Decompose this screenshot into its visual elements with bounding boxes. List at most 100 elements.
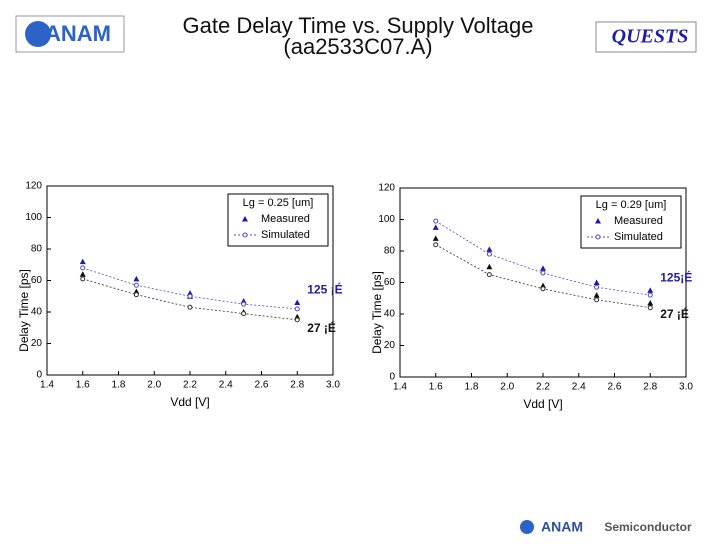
sim-point <box>540 286 546 292</box>
measured-point <box>540 282 546 289</box>
legend-label: Measured <box>261 213 310 225</box>
sim-line <box>435 220 651 296</box>
subtitle: (aa2533C07.A) <box>283 34 432 59</box>
x-tick-label: 2.8 <box>290 380 304 391</box>
sim-point <box>294 306 300 312</box>
brand: QUESTS <box>612 26 689 48</box>
sim-point <box>80 265 86 271</box>
y-tick-label: 40 <box>31 307 43 318</box>
logo-text: ANAM <box>45 21 111 46</box>
y-tick-label: 0 <box>36 370 42 381</box>
y-axis-label: Delay Time [ps] <box>17 269 31 352</box>
x-tick-label: 1.6 <box>76 380 90 391</box>
x-axis-label: Vdd [V] <box>523 397 562 411</box>
annotation: 125¡É <box>660 270 692 285</box>
x-tick-label: 3.0 <box>326 380 340 391</box>
legend-label: Measured <box>614 215 663 227</box>
measured-point <box>593 292 600 298</box>
sim-point <box>187 304 193 310</box>
sim-point <box>241 301 247 307</box>
sim-line <box>435 244 651 309</box>
sim-point <box>133 292 139 298</box>
sim-point <box>133 282 139 288</box>
x-tick-label: 2.2 <box>183 380 197 391</box>
sim-point <box>241 311 247 317</box>
x-axis-label: Vdd [V] <box>170 395 209 409</box>
x-tick-label: 2.0 <box>500 382 514 393</box>
y-tick-label: 120 <box>25 181 42 192</box>
measured-point <box>294 299 301 306</box>
legend-symbol <box>242 232 248 238</box>
x-tick-label: 3.0 <box>679 382 693 393</box>
footer-logo: ANAM <box>541 519 583 535</box>
y-tick-label: 100 <box>378 214 395 225</box>
legend-label: Simulated <box>261 229 310 241</box>
legend-symbol <box>595 234 601 240</box>
legend-title: Lg = 0.29 [um] <box>596 199 667 211</box>
measured-point <box>593 279 600 285</box>
legend-symbol <box>595 218 601 224</box>
annotation: 27 ¡É <box>660 306 689 321</box>
sim-point <box>187 293 193 299</box>
measured-point <box>540 265 546 271</box>
x-tick-label: 1.4 <box>40 380 54 391</box>
sim-point <box>433 242 439 248</box>
legend-label: Simulated <box>614 231 663 243</box>
y-tick-label: 20 <box>384 340 396 351</box>
x-tick-label: 2.4 <box>572 382 586 393</box>
legend-title: Lg = 0.25 [um] <box>243 197 314 209</box>
x-tick-label: 2.6 <box>255 380 269 391</box>
sim-point <box>540 270 546 276</box>
y-tick-label: 80 <box>31 244 43 255</box>
sim-point <box>486 272 492 278</box>
x-tick-label: 1.8 <box>465 382 479 393</box>
sim-point <box>594 284 600 290</box>
logo: ANAM <box>15 15 125 53</box>
measured-point <box>432 224 439 230</box>
x-tick-label: 1.4 <box>393 382 407 393</box>
footer-icon <box>520 520 534 534</box>
measured-point <box>240 297 247 304</box>
y-tick-label: 120 <box>378 183 395 194</box>
annotation: 125 ¡É <box>307 282 342 297</box>
y-tick-label: 0 <box>389 372 395 383</box>
sim-point <box>80 276 86 282</box>
logo-icon <box>25 21 51 47</box>
measured-point <box>133 275 140 282</box>
x-tick-label: 1.6 <box>429 382 443 393</box>
x-tick-label: 2.8 <box>643 382 657 393</box>
x-tick-label: 2.0 <box>147 380 161 391</box>
sim-line <box>82 267 298 310</box>
title: Gate Delay Time vs. Supply Voltage <box>183 13 534 38</box>
y-tick-label: 60 <box>31 275 43 286</box>
sim-point <box>594 297 600 303</box>
measured-point <box>79 271 86 277</box>
measured-point <box>294 313 301 320</box>
sim-point <box>647 292 653 298</box>
y-tick-label: 20 <box>31 338 43 349</box>
y-tick-label: 80 <box>384 246 396 257</box>
x-tick-label: 2.6 <box>608 382 622 393</box>
x-tick-label: 2.2 <box>536 382 550 393</box>
sim-line <box>82 278 298 321</box>
sim-point <box>647 305 653 311</box>
footer-text: Semiconductor <box>604 520 692 534</box>
annotation: 27 ¡É <box>307 320 336 335</box>
measured-point <box>79 258 86 265</box>
y-tick-label: 40 <box>384 309 396 320</box>
y-tick-label: 100 <box>25 212 42 223</box>
y-axis-label: Delay Time [ps] <box>370 271 384 354</box>
x-tick-label: 1.8 <box>112 380 126 391</box>
measured-point <box>647 287 654 293</box>
measured-point <box>133 288 140 295</box>
sim-point <box>486 251 492 257</box>
y-tick-label: 60 <box>384 277 396 288</box>
measured-point <box>187 290 193 296</box>
legend-symbol <box>242 216 248 222</box>
brand-frame <box>595 21 697 53</box>
x-tick-label: 2.4 <box>219 380 233 391</box>
sim-point <box>294 317 300 323</box>
measured-point <box>486 246 493 252</box>
